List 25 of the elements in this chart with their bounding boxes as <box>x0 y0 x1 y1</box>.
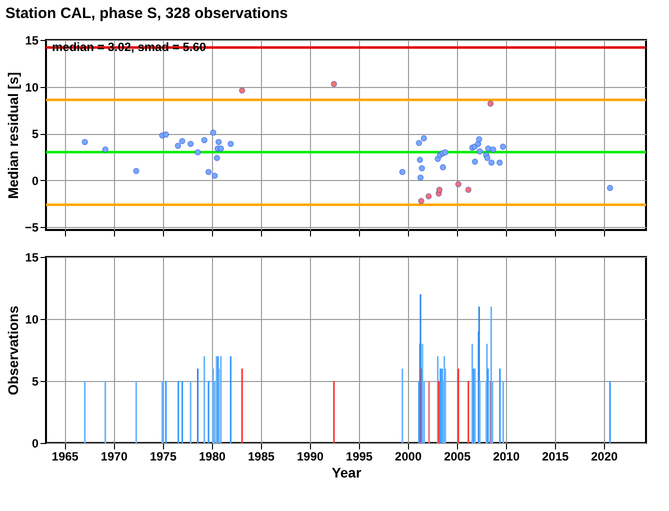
x-tick-label: 1985 <box>248 450 275 464</box>
x-tick-label: 1965 <box>52 450 79 464</box>
x-axis-title: Year <box>332 464 362 480</box>
chart-title: Station CAL, phase S, 328 observations <box>5 5 288 22</box>
x-tick-label: 2000 <box>394 450 422 464</box>
x-tick-label: 1995 <box>346 450 373 464</box>
y-tick-label: 5 <box>32 374 39 388</box>
y-tick-label: −5 <box>24 220 39 235</box>
x-tick-label: 1990 <box>296 450 324 464</box>
y-axis-title: Observations <box>5 306 22 396</box>
x-tick-label: 2005 <box>444 450 471 464</box>
y-tick-label: 15 <box>25 34 39 48</box>
x-tick-label: 2010 <box>492 450 520 464</box>
x-tick-label: 2015 <box>542 450 569 464</box>
x-tick-label: 1970 <box>100 450 128 464</box>
y-tick-label: 10 <box>25 312 39 326</box>
y-axis-title: Median residual [s] <box>4 72 21 199</box>
x-tick-label: 2020 <box>590 450 618 464</box>
y-tick-label: 15 <box>25 250 39 264</box>
x-tick-label: 1975 <box>150 450 177 464</box>
y-tick-label: 0 <box>32 174 39 188</box>
y-tick-label: 0 <box>32 436 39 450</box>
y-tick-label: 5 <box>32 127 39 142</box>
x-tick-label: 1980 <box>198 450 226 464</box>
y-tick-label: 10 <box>25 80 39 94</box>
